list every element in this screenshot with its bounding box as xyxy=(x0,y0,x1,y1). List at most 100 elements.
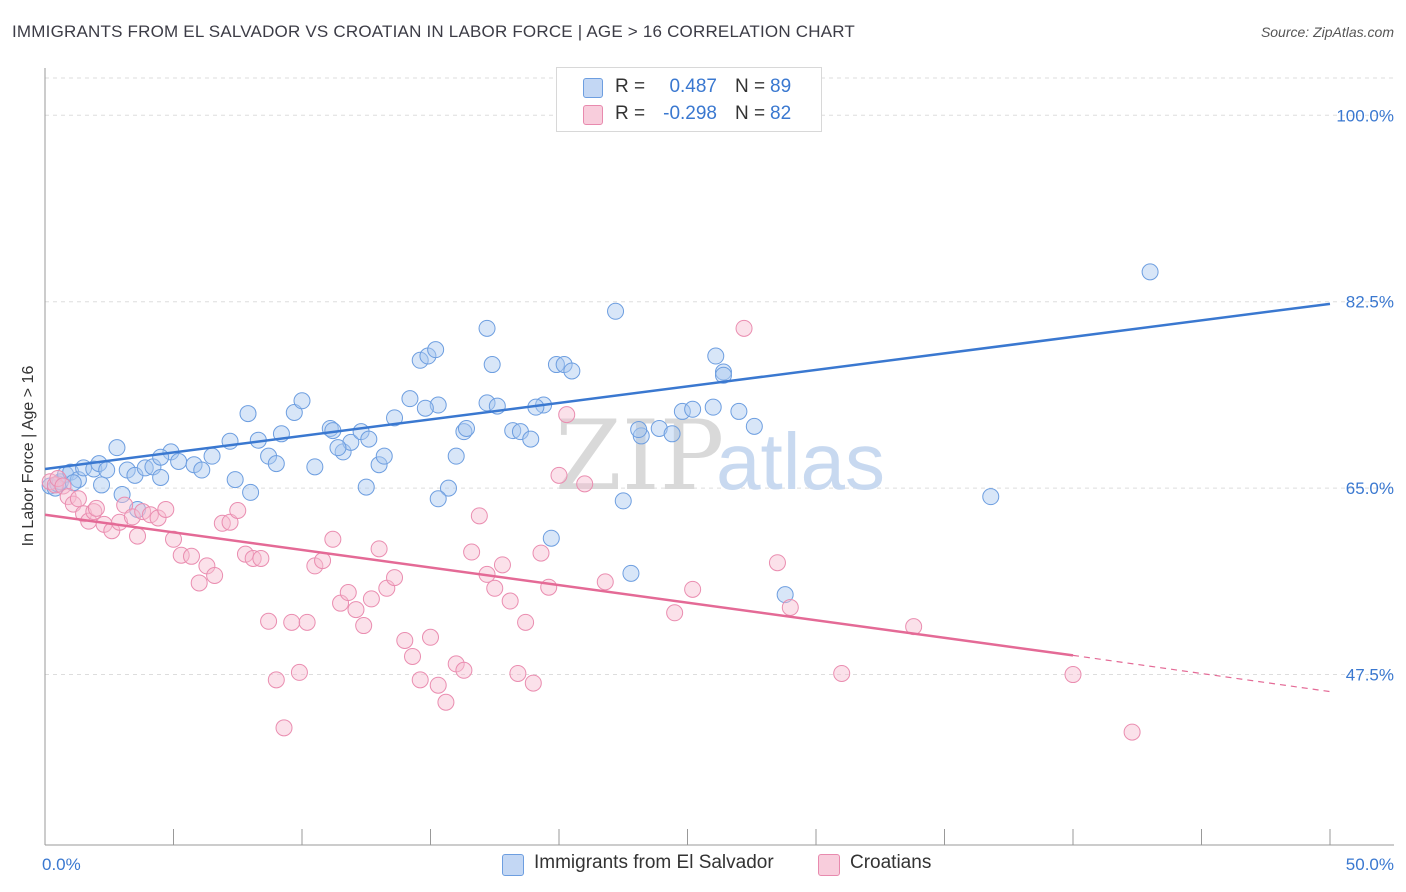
croatian-point xyxy=(396,631,414,649)
el-salvador-point xyxy=(730,402,748,420)
croatian-point xyxy=(463,543,481,561)
croatian-point xyxy=(517,613,535,631)
el-salvador-point xyxy=(203,447,221,465)
croatian-point xyxy=(833,664,851,682)
el-salvador-point xyxy=(360,430,378,448)
el-salvador-point xyxy=(622,564,640,582)
el-salvador-point xyxy=(193,461,211,479)
el-salvador-point xyxy=(152,448,170,466)
y-tick-label: 65.0% xyxy=(1346,479,1394,498)
x-tick-label: 50.0% xyxy=(1346,855,1394,874)
el-salvador-point xyxy=(329,439,347,457)
el-salvador-point xyxy=(1141,263,1159,281)
croatian-point xyxy=(596,573,614,591)
el-salvador-point xyxy=(93,476,111,494)
croatian-trend-line xyxy=(44,513,1074,657)
watermark-atlas: atlas xyxy=(716,417,885,506)
bottom-legend-label: Croatians xyxy=(850,852,932,873)
x-tick-label: 0.0% xyxy=(42,855,81,874)
croatian-point xyxy=(455,661,473,679)
croatian-point xyxy=(362,590,380,608)
croatian-point xyxy=(314,552,332,570)
croatian-point xyxy=(509,664,527,682)
el-salvador-point xyxy=(401,390,419,408)
croatian-point xyxy=(347,601,365,619)
bottom-legend-label: Immigrants from El Salvador xyxy=(534,852,774,873)
croatian-trend-extension xyxy=(1072,654,1331,693)
y-axis-label: In Labor Force | Age > 16 xyxy=(20,366,37,547)
croatian-point xyxy=(123,508,141,526)
el-salvador-point xyxy=(226,471,244,489)
el-salvador-point xyxy=(152,468,170,486)
croatian-point xyxy=(275,719,293,737)
el-salvador-point xyxy=(447,447,465,465)
croatian-point xyxy=(206,566,224,584)
croatian-point xyxy=(267,671,285,689)
legend-swatch-blue xyxy=(583,78,603,98)
croatian-point xyxy=(404,647,422,665)
croatian-point xyxy=(370,540,388,558)
el-salvador-point xyxy=(357,478,375,496)
el-salvador-point xyxy=(375,447,393,465)
croatian-point xyxy=(339,584,357,602)
legend-row-el-salvador: R = 0.487 N = 89 xyxy=(557,75,821,101)
croatian-point xyxy=(157,500,175,518)
el-salvador-point xyxy=(85,460,103,478)
source-credit: Source: ZipAtlas.com xyxy=(1260,24,1394,40)
correlation-legend: R = 0.487 N = 89 R = -0.298 N = 82 xyxy=(556,67,822,132)
croatian-point xyxy=(493,556,511,574)
legend-r-label: R = xyxy=(615,103,646,124)
el-salvador-point xyxy=(483,356,501,374)
croatian-point xyxy=(501,592,519,610)
croatian-point xyxy=(429,676,447,694)
croatian-point xyxy=(298,613,316,631)
croatian-point xyxy=(781,598,799,616)
croatian-point xyxy=(69,490,87,508)
el-salvador-point xyxy=(170,453,188,470)
el-salvador-point xyxy=(98,461,116,479)
trend-lines xyxy=(44,302,1331,693)
el-salvador-point xyxy=(342,433,360,451)
croatian-point xyxy=(283,613,301,631)
el-salvador-point xyxy=(714,366,732,384)
legend-r-label: R = xyxy=(615,76,646,97)
croatian-point xyxy=(558,406,576,424)
bottom-legend-swatch-blue xyxy=(502,854,524,876)
croatian-point xyxy=(437,693,455,711)
croatian-point xyxy=(666,604,684,622)
croatian-point xyxy=(540,578,558,596)
y-tick-label: 82.5% xyxy=(1346,293,1394,312)
el-salvador-point xyxy=(704,398,722,416)
el-salvador-point xyxy=(455,423,473,441)
el-salvador-point xyxy=(684,400,702,418)
el-salvador-point xyxy=(478,319,496,337)
el-salvador-point xyxy=(411,351,429,369)
croatian-point xyxy=(524,674,542,692)
croatian-point xyxy=(470,507,488,525)
croatian-point xyxy=(576,475,594,493)
croatian-point xyxy=(54,477,72,495)
el-salvador-point xyxy=(439,479,457,497)
croatian-point xyxy=(532,544,550,562)
croatian-point xyxy=(684,580,702,598)
croatian-point xyxy=(422,628,439,646)
legend-r-value: 0.487 xyxy=(669,76,717,97)
el-salvador-point xyxy=(607,302,625,320)
el-salvador-point xyxy=(673,402,691,420)
watermark: ZIP atlas xyxy=(555,400,885,512)
croatian-point xyxy=(236,545,254,563)
el-salvador-point xyxy=(982,488,1000,506)
croatian-point xyxy=(1123,723,1141,741)
el-salvador-point xyxy=(239,405,257,423)
axis-labels: 47.5% 65.0% 82.5% 100.0% 0.0% 50.0% xyxy=(42,106,1394,874)
el-salvador-point xyxy=(267,455,285,473)
el-salvador-trend-line xyxy=(44,302,1331,471)
y-tick-label: 100.0% xyxy=(1336,106,1394,125)
bottom-legend-swatch-pink xyxy=(818,854,840,876)
el-salvador-point xyxy=(707,347,725,365)
croatian-point xyxy=(290,663,308,681)
legend-swatch-pink xyxy=(583,105,603,125)
croatian-point xyxy=(486,579,504,597)
el-salvador-point xyxy=(416,399,434,417)
croatian-point xyxy=(550,466,568,484)
